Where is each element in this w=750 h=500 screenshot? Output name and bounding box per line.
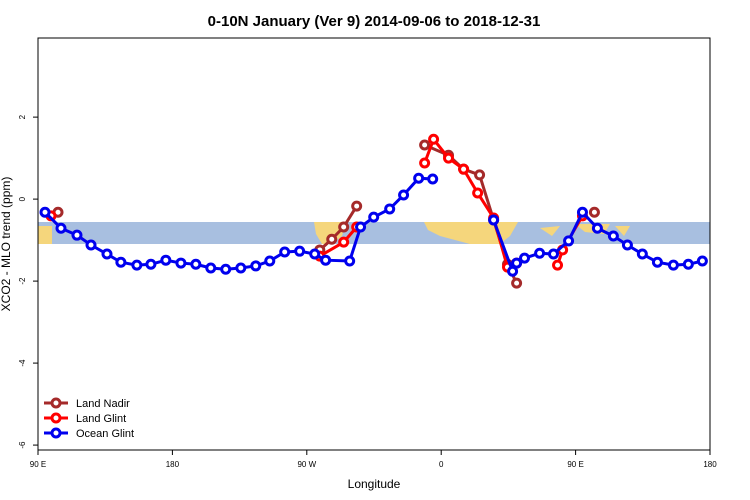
- legend-label: Ocean Glint: [76, 428, 134, 440]
- chart-title: 0-10N January (Ver 9) 2014-09-06 to 2018…: [208, 13, 541, 30]
- point: [547, 248, 559, 260]
- point: [71, 229, 83, 241]
- legend: Land Nadir Land Glint Ocean Glint: [44, 397, 134, 440]
- point: [220, 263, 232, 275]
- point: [294, 245, 306, 257]
- point: [651, 256, 663, 268]
- land-patch: [314, 222, 346, 244]
- point: [344, 255, 356, 267]
- point: [190, 258, 202, 270]
- point: [39, 206, 51, 218]
- point: [474, 169, 486, 181]
- point: [419, 157, 431, 169]
- map-strip: [38, 222, 710, 244]
- y-tick-label: -6: [18, 441, 27, 449]
- point: [588, 206, 600, 218]
- legend-label: Land Glint: [76, 413, 126, 425]
- point: [636, 248, 648, 260]
- legend-marker: [50, 427, 62, 439]
- x-axis-label: Longitude: [348, 477, 401, 491]
- x-tick-label: 90 E: [30, 460, 46, 469]
- point: [552, 259, 564, 271]
- point: [591, 222, 603, 234]
- y-axis-label: XCO2 - MLO trend (ppm): [0, 177, 13, 312]
- point: [101, 248, 113, 260]
- y-tick-label: 2: [18, 114, 27, 119]
- point: [368, 211, 380, 223]
- plot-frame: [37, 37, 711, 451]
- point: [279, 246, 291, 258]
- y-tick-label: -4: [18, 359, 27, 367]
- point: [413, 172, 425, 184]
- x-tick-label: 180: [703, 460, 717, 469]
- point: [427, 173, 439, 185]
- point: [398, 189, 410, 201]
- land-patch: [540, 224, 630, 236]
- ocean-band: [38, 222, 710, 244]
- point: [419, 139, 431, 151]
- point: [621, 239, 633, 251]
- point: [309, 248, 321, 260]
- point: [115, 256, 127, 268]
- point: [696, 255, 708, 267]
- x-tick-label: 90 W: [297, 460, 316, 469]
- point: [511, 257, 523, 269]
- point: [145, 258, 157, 270]
- point: [131, 259, 143, 271]
- point: [55, 222, 67, 234]
- legend-marker: [50, 412, 62, 424]
- y-tick-label: 0: [18, 196, 27, 201]
- point: [160, 254, 172, 266]
- point: [338, 221, 350, 233]
- point: [250, 260, 262, 272]
- point: [235, 262, 247, 274]
- legend-label: Land Nadir: [76, 398, 130, 410]
- land-patch: [38, 226, 52, 244]
- point: [519, 252, 531, 264]
- point: [667, 259, 679, 271]
- x-tick-label: 180: [166, 460, 180, 469]
- point: [682, 258, 694, 270]
- point: [85, 239, 97, 251]
- point: [175, 257, 187, 269]
- point: [576, 206, 588, 218]
- point: [320, 254, 332, 266]
- point: [264, 255, 276, 267]
- point: [507, 265, 519, 277]
- point: [511, 277, 523, 289]
- point: [384, 203, 396, 215]
- point: [351, 200, 363, 212]
- point: [338, 236, 350, 248]
- point: [472, 187, 484, 199]
- point: [428, 133, 440, 145]
- point: [443, 152, 455, 164]
- point: [488, 214, 500, 226]
- point: [205, 262, 217, 274]
- point: [458, 163, 470, 175]
- point: [326, 233, 338, 245]
- point: [607, 230, 619, 242]
- point: [563, 235, 575, 247]
- legend-marker: [50, 397, 62, 409]
- x-tick-label: 0: [439, 460, 444, 469]
- x-tick-label: 90 E: [567, 460, 583, 469]
- point: [355, 221, 367, 233]
- y-tick-label: -2: [18, 277, 27, 285]
- point: [534, 247, 546, 259]
